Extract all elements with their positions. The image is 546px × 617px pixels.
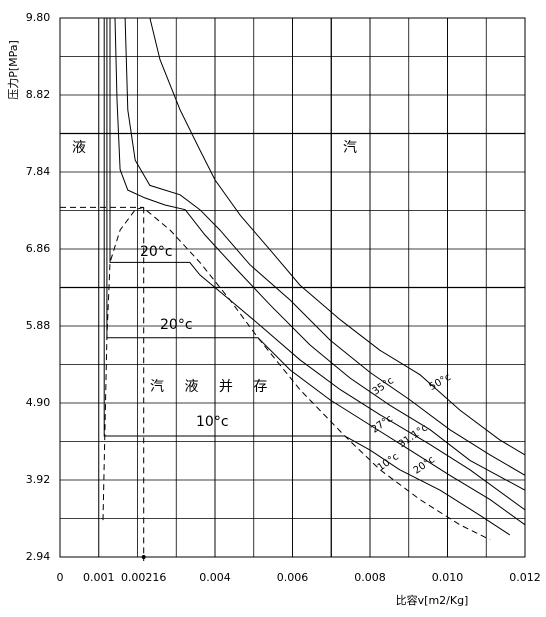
x-tick-label: 0.008 [354, 571, 386, 584]
annotation: 20°c [140, 244, 173, 260]
annotation: 液 [72, 140, 86, 156]
isotherm-label: 20°c [412, 454, 437, 476]
y-tick-label: 7.84 [26, 165, 51, 178]
annotation: 10°c [196, 414, 229, 430]
y-tick-label: 5.88 [26, 319, 51, 332]
isotherm [106, 18, 526, 526]
isotherm [109, 18, 526, 511]
annotation: 汽 液 并 存 [150, 379, 275, 395]
x-tick-label: 0.012 [509, 571, 541, 584]
isotherm [124, 17, 526, 476]
annotation: 汽 [343, 140, 357, 156]
y-axis-label: 压力P[MPa] [7, 40, 20, 100]
isotherm-label: 10°c [376, 451, 401, 473]
x-axis-label: 比容v[m2/Kg] [396, 593, 469, 607]
y-tick-label: 9.80 [26, 11, 51, 24]
y-tick-label: 3.92 [26, 473, 51, 486]
isotherm-label: 31.1°c [397, 423, 430, 451]
annotation: 20°c [160, 317, 193, 333]
x-tick-label: 0 [57, 571, 64, 584]
x-tick-label: 0.004 [199, 571, 231, 584]
isotherm [103, 18, 511, 536]
x-tick-label: 0.00216 [121, 571, 167, 584]
x-tick-label: 0.010 [432, 571, 464, 584]
critical-point [141, 555, 146, 559]
saturation-curve [102, 206, 491, 541]
x-tick-label: 0.001 [83, 571, 115, 584]
y-tick-label: 8.82 [26, 88, 51, 101]
y-tick-label: 6.86 [26, 242, 51, 255]
y-tick-label: 2.94 [26, 550, 51, 563]
x-tick-label: 0.006 [277, 571, 309, 584]
isotherm [114, 17, 526, 491]
y-tick-label: 4.90 [26, 396, 51, 409]
isotherm [149, 17, 526, 456]
isotherm-label: 50°c [427, 372, 453, 393]
